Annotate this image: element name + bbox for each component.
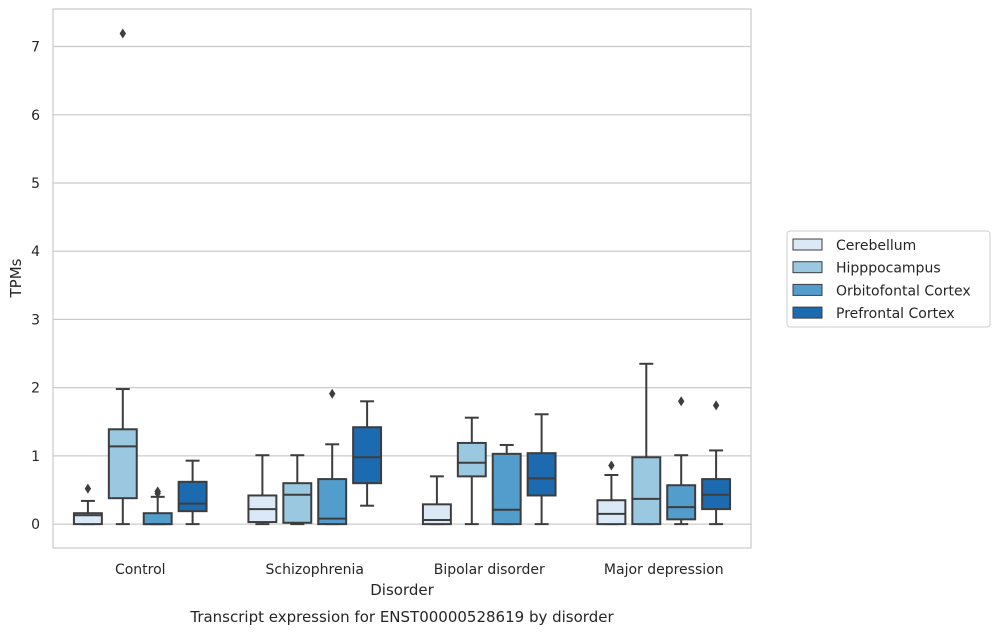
box-body — [142, 512, 173, 526]
x-axis-title: Disorder — [370, 581, 434, 599]
legend-label: Prefrontal Cortex — [836, 306, 955, 322]
chart-caption: Transcript expression for ENST0000052861… — [189, 608, 614, 626]
box-3-1 — [631, 362, 662, 526]
box-0-3 — [177, 459, 208, 526]
box-3-2 — [666, 396, 697, 526]
y-axis-title: TPMs — [7, 258, 25, 298]
x-tick-label: Control — [115, 562, 166, 578]
box-body — [352, 426, 383, 485]
legend-label: Orbitofontal Cortex — [836, 283, 971, 299]
box-body — [456, 441, 487, 478]
outlier-point — [712, 400, 720, 411]
legend-frame — [786, 230, 991, 328]
legend-label: Hipppocampus — [836, 261, 941, 277]
outlier-point — [119, 28, 126, 39]
y-tick-label: 2 — [31, 381, 40, 397]
box-body — [317, 478, 348, 526]
box-body — [282, 482, 313, 524]
box-1-1 — [282, 454, 313, 526]
box-2-3 — [526, 413, 557, 526]
y-tick-label: 7 — [31, 40, 40, 56]
box-body — [631, 456, 662, 526]
x-tick-labels: Control Schizophrenia Bipolar disorder Majo… — [115, 562, 724, 578]
y-tick-label: 4 — [31, 244, 40, 260]
legend-swatch — [792, 261, 823, 274]
legend-label: Cerebellum — [836, 238, 916, 254]
box-body — [526, 452, 557, 497]
box-1-0 — [247, 454, 278, 526]
y-tick-label: 5 — [31, 176, 40, 192]
outlier-point — [154, 486, 161, 497]
y-tick-label: 0 — [31, 517, 40, 533]
box-0-0 — [72, 483, 103, 526]
box-body — [421, 503, 452, 526]
box-3-3 — [701, 400, 732, 526]
box-1-2 — [317, 388, 348, 526]
x-tick-label: Bipolar disorder — [434, 562, 545, 578]
box-2-1 — [456, 416, 487, 526]
box-0-1 — [107, 28, 138, 526]
y-tick-label: 1 — [31, 449, 40, 465]
box-1-3 — [352, 400, 383, 507]
box-2-0 — [421, 475, 452, 526]
legend-swatch — [792, 283, 823, 296]
y-tick-label: 6 — [31, 108, 40, 124]
box-body — [177, 480, 208, 513]
box-body — [107, 428, 138, 500]
box-groups — [72, 28, 732, 526]
box-body — [491, 452, 522, 526]
box-body — [666, 484, 697, 521]
legend-swatch — [792, 238, 823, 251]
box-3-0 — [596, 460, 627, 526]
outlier-point — [678, 396, 685, 407]
legend-swatch — [792, 306, 823, 319]
plot-frame — [52, 8, 752, 549]
y-tick-label: 3 — [31, 312, 40, 328]
legend: Cerebellum Hipppocampus Orbitofontal Corte… — [786, 230, 991, 328]
y-tick-labels: 0 1 2 3 4 5 6 7 — [31, 40, 40, 534]
outlier-point — [608, 460, 615, 471]
x-tick-label: Major depression — [604, 562, 724, 578]
box-0-2 — [142, 486, 173, 526]
legend-items: Cerebellum Hipppocampus Orbitofontal Corte… — [792, 238, 971, 322]
x-tick-label: Schizophrenia — [266, 562, 364, 578]
box-body — [72, 512, 103, 526]
outlier-point — [329, 388, 336, 399]
outlier-point — [84, 483, 92, 494]
box-2-2 — [491, 443, 522, 526]
box-body — [596, 499, 627, 526]
